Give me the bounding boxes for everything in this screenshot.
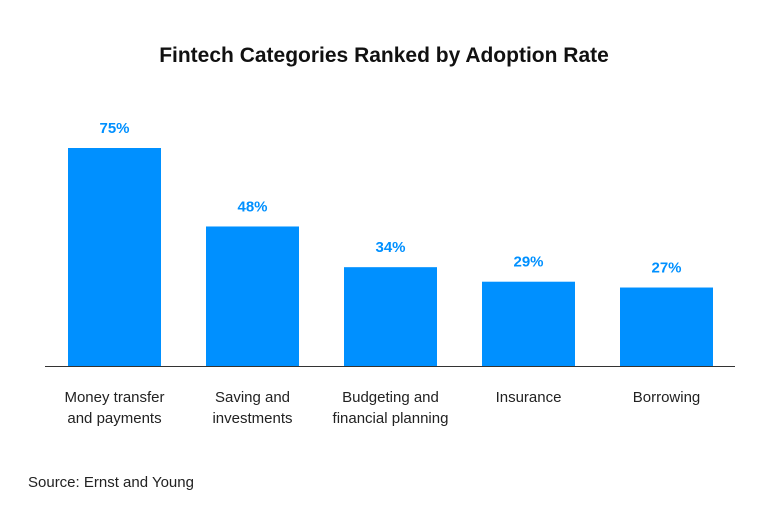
chart-title: Fintech Categories Ranked by Adoption Ra… (159, 44, 609, 67)
category-label: Money transfer (64, 389, 164, 406)
data-label: 29% (513, 254, 543, 271)
category-label: and payments (67, 410, 161, 427)
category-label: Saving and (215, 389, 290, 406)
category-label: financial planning (333, 410, 449, 427)
category-label: Budgeting and (342, 389, 439, 406)
category-label: Borrowing (633, 389, 701, 406)
bar (344, 267, 437, 366)
data-label: 34% (375, 239, 405, 256)
source-note: Source: Ernst and Young (28, 474, 194, 491)
data-label: 27% (651, 260, 681, 277)
category-label: investments (212, 410, 292, 427)
data-label: 75% (99, 120, 129, 137)
category-label: Insurance (496, 389, 562, 406)
bar (68, 148, 161, 366)
bar (482, 281, 575, 366)
bar (206, 226, 299, 366)
bar (620, 287, 713, 366)
data-label: 48% (237, 198, 267, 215)
